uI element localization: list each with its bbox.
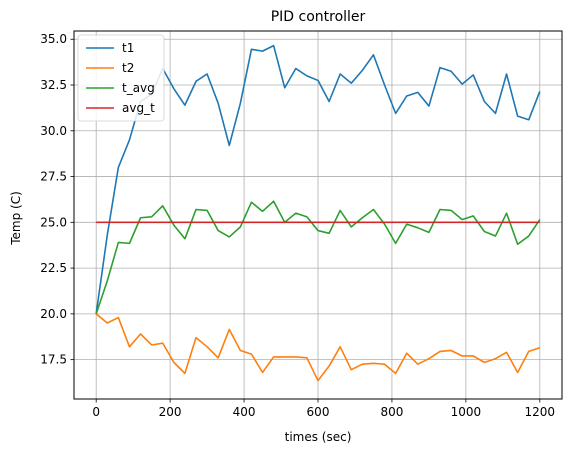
y-tick-label: 22.5 xyxy=(40,261,67,275)
y-tick-label: 20.0 xyxy=(40,307,67,321)
x-tick-label: 400 xyxy=(233,405,256,419)
series-lines xyxy=(95,44,541,382)
legend-label-t1: t1 xyxy=(122,41,134,55)
legend-label-avg-t: avg_t xyxy=(122,101,155,115)
chart-title: PID controller xyxy=(271,9,366,25)
legend-label-t2: t2 xyxy=(122,61,134,75)
plot-frame xyxy=(73,30,563,400)
axis-ticks: 0 200 400 600 800 1000 1200 17.5 20.0 22.5 25.0 27.… xyxy=(40,32,555,419)
legend-label-t-avg: t_avg xyxy=(122,81,155,95)
series-line-t2 xyxy=(95,313,541,382)
x-tick-label: 1200 xyxy=(525,405,556,419)
y-tick-label: 35.0 xyxy=(40,32,67,46)
x-tick-label: 0 xyxy=(92,405,100,419)
y-tick-label: 25.0 xyxy=(40,215,67,229)
y-tick-label: 27.5 xyxy=(40,170,67,184)
legend-box xyxy=(77,34,165,122)
y-tick-label: 17.5 xyxy=(40,353,67,367)
legend: t1 t2 t_avg avg_t xyxy=(77,34,165,122)
x-tick-label: 200 xyxy=(159,405,182,419)
x-tick-label: 1000 xyxy=(451,405,482,419)
y-tick-label: 30.0 xyxy=(40,124,67,138)
x-axis-title: times (sec) xyxy=(285,430,352,444)
x-tick-label: 800 xyxy=(380,405,403,419)
x-tick-label: 600 xyxy=(307,405,330,419)
y-tick-label: 32.5 xyxy=(40,78,67,92)
series-line-t-avg xyxy=(95,200,541,315)
series-line-t1 xyxy=(95,44,541,314)
y-axis-title: Temp (C) xyxy=(9,191,23,246)
